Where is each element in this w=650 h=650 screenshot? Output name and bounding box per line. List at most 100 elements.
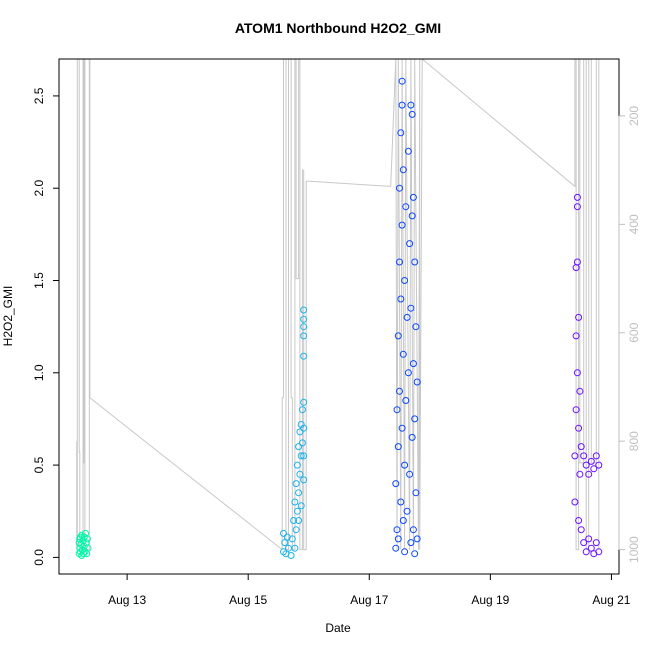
data-point-series-3 — [408, 433, 416, 441]
chart-title: ATOM1 Northbound H2O2_GMI — [235, 20, 441, 36]
data-point-series-3 — [407, 304, 415, 312]
y-axis-label: H2O2_GMI — [1, 286, 15, 347]
data-point-series-2 — [292, 480, 300, 488]
data-point-series-2 — [287, 552, 295, 559]
axes-layer: 0.0 0.5 1.0 1.5 2.0 2.5 Aug 13 Aug 15 Aug 17 Aug … — [32, 58, 641, 607]
data-point-series-3 — [399, 350, 407, 358]
data-point-series-4 — [576, 470, 584, 478]
y-tick-label: 1.5 — [32, 272, 46, 289]
data-point-series-2 — [292, 526, 300, 534]
y-tick-label: 1.0 — [32, 364, 46, 381]
data-point-series-3 — [398, 77, 406, 85]
altitude-trace-line — [76, 59, 600, 551]
data-point-series-3 — [394, 332, 402, 340]
altitude-trace-layer — [76, 59, 600, 551]
data-point-series-4 — [595, 548, 603, 556]
data-point-series-4 — [577, 526, 585, 534]
data-point-series-3 — [408, 212, 416, 220]
data-point-series-2 — [288, 535, 296, 543]
right-tick-label: 400 — [627, 214, 641, 234]
y-tick-label: 0.5 — [32, 456, 46, 473]
data-point-series-4 — [590, 465, 598, 473]
data-point-series-4 — [572, 332, 580, 340]
data-point-series-4 — [592, 539, 600, 547]
data-point-series-3 — [401, 277, 409, 284]
y-tick-label: 2.5 — [32, 87, 46, 104]
data-point-series-3 — [404, 147, 412, 155]
data-point-series-2 — [300, 306, 308, 314]
data-point-series-3 — [413, 535, 421, 543]
data-point-series-2 — [300, 424, 308, 432]
data-point-series-3 — [412, 489, 420, 497]
data-point-series-4 — [580, 452, 588, 460]
data-point-series-3 — [399, 166, 407, 174]
data-point-series-1 — [83, 535, 91, 543]
data-points-layer — [75, 77, 603, 559]
data-point-series-2 — [300, 452, 308, 460]
data-point-series-4 — [587, 457, 595, 465]
data-point-series-4 — [585, 470, 593, 478]
data-point-series-4 — [573, 369, 581, 377]
data-point-series-3 — [396, 258, 403, 266]
data-point-series-3 — [406, 470, 414, 478]
data-point-series-3 — [411, 415, 419, 423]
data-point-series-3 — [406, 240, 414, 248]
data-point-series-3 — [407, 101, 415, 109]
data-point-series-3 — [398, 101, 406, 109]
data-point-series-4 — [587, 544, 595, 552]
data-point-series-4 — [573, 258, 581, 266]
data-point-series-3 — [392, 480, 400, 488]
data-point-series-3 — [403, 507, 411, 515]
data-point-series-4 — [592, 452, 600, 460]
data-point-series-2 — [295, 489, 303, 497]
data-point-series-2 — [298, 406, 306, 414]
data-point-series-2 — [280, 529, 287, 537]
data-point-series-3 — [397, 498, 405, 506]
data-point-series-2 — [293, 461, 301, 469]
x-tick-label: Aug 13 — [108, 593, 146, 607]
data-point-series-3 — [413, 378, 421, 386]
data-point-series-3 — [398, 424, 406, 432]
data-point-series-2 — [300, 323, 308, 331]
data-point-series-2 — [297, 452, 305, 460]
data-point-series-3 — [393, 526, 401, 534]
data-point-series-4 — [571, 452, 579, 460]
y-tick-label: 0.0 — [32, 549, 46, 566]
data-point-series-2 — [297, 502, 305, 510]
data-point-series-4 — [572, 406, 580, 414]
data-point-series-2 — [300, 332, 308, 340]
data-point-series-3 — [394, 443, 402, 451]
data-point-series-3 — [392, 544, 400, 552]
x-tick-label: Aug 19 — [471, 593, 509, 607]
data-point-series-2 — [298, 439, 306, 447]
data-point-series-4 — [576, 387, 584, 395]
data-point-series-4 — [585, 535, 593, 543]
data-point-series-3 — [408, 110, 416, 118]
data-point-series-3 — [396, 184, 403, 192]
data-point-series-4 — [577, 443, 585, 451]
data-point-series-2 — [281, 539, 289, 547]
data-point-series-3 — [411, 258, 419, 266]
data-point-series-2 — [295, 517, 303, 524]
data-point-series-3 — [409, 526, 417, 534]
data-point-series-2 — [300, 352, 308, 360]
data-point-series-4 — [575, 313, 583, 321]
data-point-series-3 — [409, 193, 417, 201]
data-point-series-2 — [296, 428, 304, 436]
data-point-series-3 — [404, 369, 412, 377]
data-point-series-4 — [580, 539, 588, 547]
data-point-series-4 — [582, 461, 590, 469]
data-point-series-3 — [402, 203, 410, 211]
x-tick-label: Aug 21 — [592, 593, 630, 607]
data-point-series-3 — [393, 406, 401, 414]
data-point-series-2 — [291, 498, 299, 506]
data-point-series-2 — [300, 476, 308, 484]
right-tick-label: 200 — [627, 106, 641, 126]
x-axis-label: Date — [325, 621, 351, 635]
data-point-series-4 — [582, 548, 590, 556]
data-point-series-3 — [396, 387, 403, 395]
data-point-series-1 — [80, 550, 88, 558]
data-point-series-3 — [401, 461, 409, 469]
data-point-series-3 — [411, 550, 419, 558]
